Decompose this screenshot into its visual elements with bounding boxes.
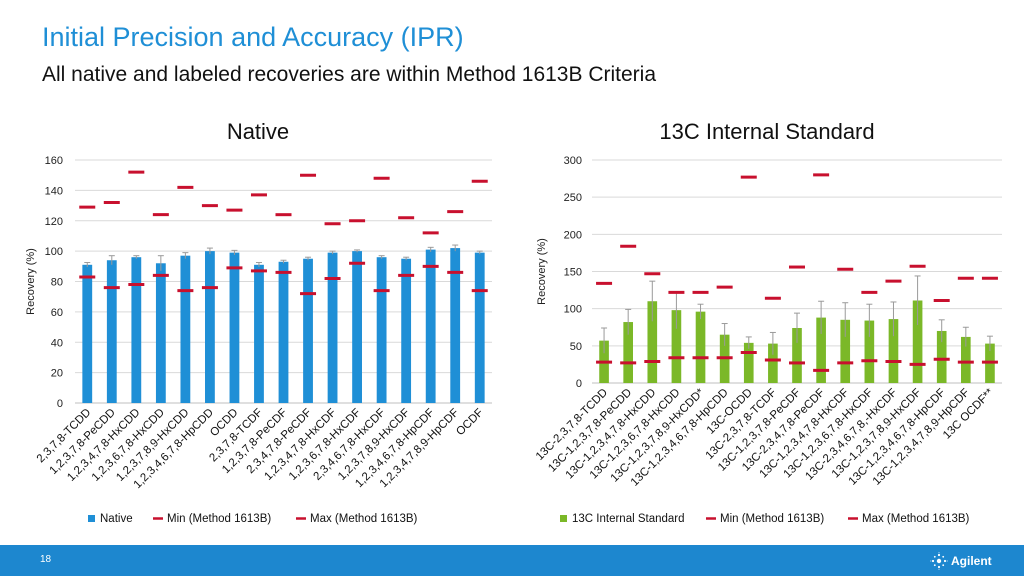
bar	[671, 310, 682, 383]
bar	[888, 319, 899, 383]
legend-label: Max (Method 1613B)	[310, 513, 418, 525]
legend-label: Max (Method 1613B)	[862, 513, 970, 525]
legend-swatch	[88, 515, 95, 522]
y-tick-label: 300	[564, 155, 582, 167]
bar	[82, 264, 93, 403]
y-tick-label: 100	[564, 304, 582, 316]
bar	[961, 336, 971, 383]
bar	[376, 257, 387, 403]
page-subtitle: All native and labeled recoveries are wi…	[42, 63, 657, 86]
bar	[352, 251, 362, 403]
y-tick-label: 120	[45, 216, 63, 228]
bar	[254, 264, 264, 403]
page-number: 18	[40, 554, 52, 565]
internal-standard-recovery-chart: 13C Internal Standard Recovery (%) 0 50 100 1…	[534, 119, 1002, 525]
y-tick-label: 140	[45, 185, 63, 197]
bar	[768, 343, 778, 383]
y-axis-label: Recovery (%)	[536, 238, 548, 305]
bar	[278, 261, 289, 403]
bar	[450, 248, 461, 403]
agilent-logo: Agilent	[930, 549, 992, 573]
legend-label: Min (Method 1613B)	[720, 513, 824, 525]
bar	[229, 252, 240, 403]
bar	[647, 301, 658, 383]
legend-swatch	[560, 515, 567, 522]
y-tick-label: 0	[576, 378, 582, 390]
y-tick-label: 40	[51, 337, 63, 349]
bar	[106, 260, 117, 403]
bar	[474, 252, 485, 403]
chart-title: 13C Internal Standard	[659, 119, 874, 144]
legend-label: 13C Internal Standard	[572, 513, 685, 525]
y-tick-label: 50	[570, 341, 582, 353]
bar	[180, 255, 191, 403]
y-tick-label: 250	[564, 192, 582, 204]
y-tick-label: 160	[45, 155, 63, 167]
y-axis-label: Recovery (%)	[25, 248, 37, 315]
bar	[155, 263, 166, 403]
y-tick-label: 0	[57, 398, 63, 410]
bar	[425, 249, 436, 403]
legend-label: Native	[100, 513, 133, 525]
bar	[912, 300, 923, 383]
y-tick-label: 80	[51, 277, 63, 289]
bar	[864, 320, 875, 383]
bar	[401, 258, 412, 403]
y-tick-label: 100	[45, 246, 63, 258]
bar	[840, 319, 851, 383]
bar	[792, 327, 802, 383]
page-title: Initial Precision and Accuracy (IPR)	[42, 22, 464, 52]
bar	[936, 330, 947, 383]
bar	[816, 317, 826, 383]
logo-text: Agilent	[951, 554, 992, 568]
legend-label: Min (Method 1613B)	[167, 513, 271, 525]
bar	[623, 322, 633, 383]
y-tick-label: 60	[51, 307, 63, 319]
bar	[303, 258, 313, 403]
footer-bar: 18 Agilent	[0, 545, 1024, 576]
bar	[743, 342, 754, 383]
y-tick-label: 200	[564, 229, 582, 241]
bar	[131, 257, 142, 403]
bar	[205, 251, 215, 403]
bar	[327, 252, 338, 403]
bar	[695, 311, 706, 383]
y-tick-label: 20	[51, 368, 63, 380]
agilent-spark-icon	[930, 552, 948, 570]
chart-title: Native	[227, 119, 289, 144]
y-tick-label: 150	[564, 267, 582, 279]
